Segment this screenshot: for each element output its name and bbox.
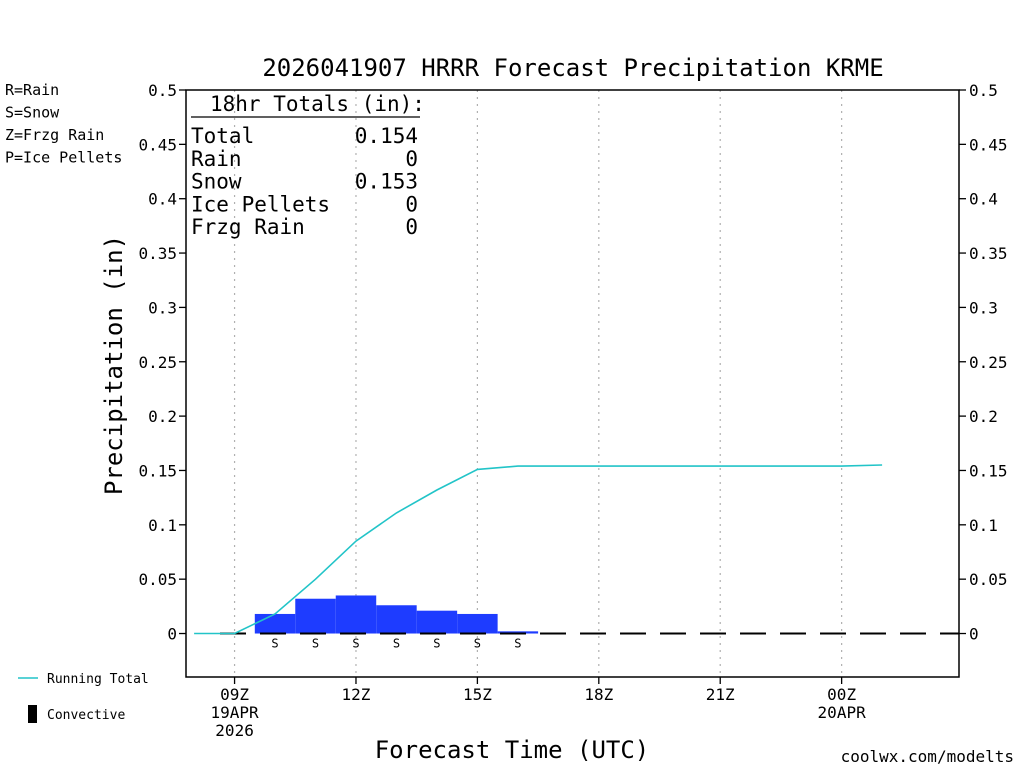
x-tick-label: 19APR <box>210 703 259 722</box>
totals-header: 18hr Totals (in): <box>210 92 425 116</box>
series-legend-label: Convective <box>47 708 125 723</box>
x-tick-label: 18Z <box>584 685 613 704</box>
snow-symbol: S <box>474 637 481 651</box>
y-tick-label: 0.4 <box>148 190 177 209</box>
y-axis-label: Precipitation (in) <box>100 235 128 495</box>
snow-symbol: S <box>433 637 440 651</box>
y-tick-label-right: 0.5 <box>969 81 998 100</box>
totals-value: 0.154 <box>355 124 418 148</box>
snow-bar <box>295 598 336 634</box>
legend-bar-swatch <box>28 705 37 723</box>
y-tick-label-right: 0.1 <box>969 516 998 535</box>
x-tick-label: 21Z <box>706 685 735 704</box>
y-tick-label-right: 0.4 <box>969 190 998 209</box>
totals-label: Rain <box>191 147 242 171</box>
y-tick-label: 0.35 <box>138 244 177 263</box>
type-legend-item: S=Snow <box>5 104 60 122</box>
type-legend-item: Z=Frzg Rain <box>5 126 104 144</box>
series-legend: Running Total Convective <box>18 672 149 723</box>
x-tick-label: 12Z <box>342 685 371 704</box>
totals-value: 0 <box>405 215 418 239</box>
type-legend-item: R=Rain <box>5 81 59 99</box>
snow-symbol: S <box>514 637 521 651</box>
y-tick-label-right: 0.2 <box>969 407 998 426</box>
grid-lines <box>233 90 843 677</box>
snow-bar <box>335 595 377 634</box>
y-tick-label-right: 0.45 <box>969 135 1008 154</box>
type-legend-item: P=Ice Pellets <box>5 149 122 167</box>
x-tick-label: 15Z <box>463 685 492 704</box>
plot-frame <box>185 89 960 678</box>
y-tick-label-right: 0.25 <box>969 353 1008 372</box>
y-tick-label-right: 0.15 <box>969 461 1008 480</box>
y-tick-label: 0.5 <box>148 81 177 100</box>
credit-link[interactable]: coolwx.com/modelts <box>841 747 1014 766</box>
x-axis-label: Forecast Time (UTC) <box>375 736 650 764</box>
y-tick-label-right: 0.3 <box>969 298 998 317</box>
y-tick-label: 0.05 <box>138 570 177 589</box>
x-tick-label: 09Z <box>220 685 249 704</box>
snow-symbol: S <box>352 637 359 651</box>
series-legend-label: Running Total <box>47 672 149 687</box>
totals-label: Frzg Rain <box>191 215 305 239</box>
running-total-line <box>194 464 883 635</box>
snow-symbol: S <box>312 637 319 651</box>
y-tick-label-right: 0.05 <box>969 570 1008 589</box>
y-tick-label: 0.45 <box>138 135 177 154</box>
x-tick-label: 20APR <box>818 703 867 722</box>
y-tick-label: 0 <box>167 625 177 644</box>
totals-label: Ice Pellets <box>191 192 330 216</box>
totals-value: 0 <box>405 147 418 171</box>
snow-symbol: S <box>393 637 400 651</box>
y-axis-left: 0 0.05 0.1 0.15 0.2 0.25 0.3 0.35 0.4 0.45 0.5 <box>138 81 186 644</box>
y-tick-label: 0.1 <box>148 516 177 535</box>
precip-type-legend: R=Rain S=Snow Z=Frzg Rain P=Ice Pellets <box>5 81 122 167</box>
x-tick-label: 2026 <box>215 721 254 740</box>
y-axis-right: 0 0.05 0.1 0.15 0.2 0.25 0.3 0.35 0.4 0.45 0.5 <box>959 81 1008 644</box>
y-tick-label: 0.25 <box>138 353 177 372</box>
y-tick-label-right: 0.35 <box>969 244 1008 263</box>
y-tick-label: 0.3 <box>148 298 177 317</box>
y-tick-label-right: 0 <box>969 625 979 644</box>
running-total-polyline <box>194 464 883 635</box>
totals-label: Total <box>191 124 254 148</box>
snow-bar <box>376 605 417 634</box>
y-tick-label: 0.15 <box>138 461 177 480</box>
totals-value: 0 <box>405 192 418 216</box>
totals-box: 18hr Totals (in): Total 0.154 Rain 0 Snow 0.15… <box>191 92 425 239</box>
x-tick-label: 00Z <box>827 685 856 704</box>
chart-title: 2026041907 HRRR Forecast Precipitation K… <box>262 54 883 82</box>
totals-value: 0.153 <box>355 170 418 194</box>
snow-symbol: S <box>271 637 278 651</box>
snow-bar <box>457 613 498 634</box>
hourly-bars <box>254 595 539 634</box>
snow-bar <box>254 613 296 634</box>
snow-bar <box>416 610 458 634</box>
totals-label: Snow <box>191 170 242 194</box>
snow-bar <box>497 631 539 634</box>
y-tick-label: 0.2 <box>148 407 177 426</box>
